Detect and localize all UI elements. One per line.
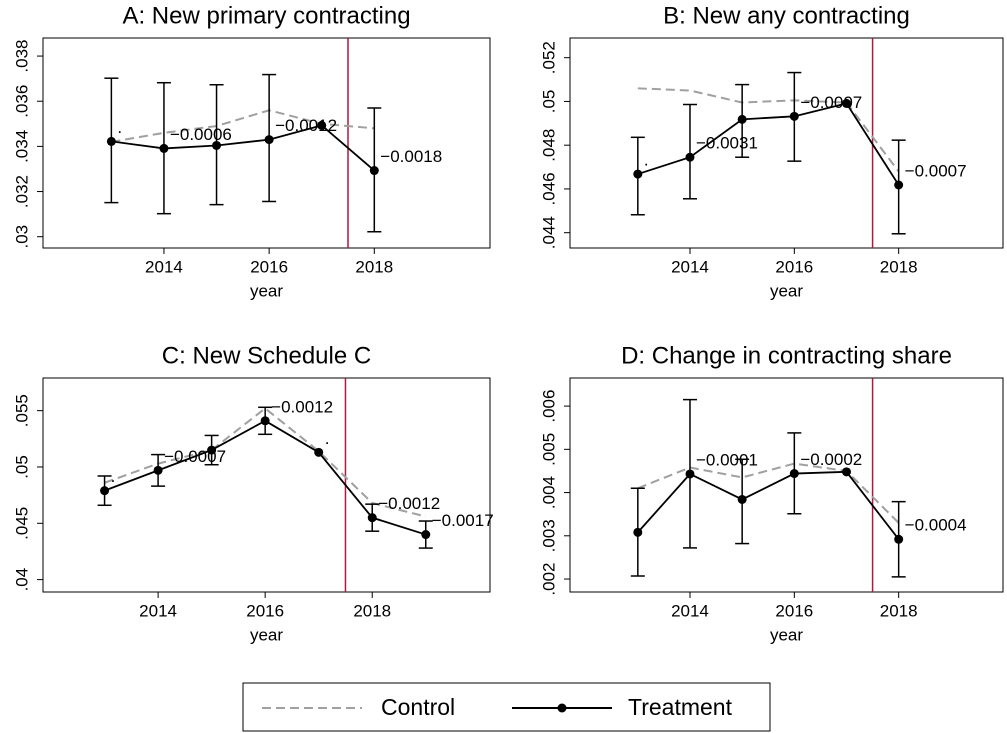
point xyxy=(153,465,163,475)
point xyxy=(314,447,324,457)
series-line xyxy=(637,462,900,524)
y-tick-label: .034 xyxy=(12,130,31,163)
y-tick-label: .046 xyxy=(539,172,558,205)
point xyxy=(789,111,799,121)
point xyxy=(737,494,747,504)
point xyxy=(159,143,169,153)
y-tick-label: .038 xyxy=(12,40,31,73)
point xyxy=(100,486,110,496)
y-tick-label: .005 xyxy=(539,433,558,466)
point xyxy=(421,530,431,540)
point-label: −0.0004 xyxy=(905,516,967,535)
legend-label: Control xyxy=(381,694,455,720)
series-line xyxy=(637,87,900,173)
x-tick-label: 2018 xyxy=(880,601,918,620)
point xyxy=(369,166,379,176)
point xyxy=(633,527,643,537)
x-axis-label: year xyxy=(250,281,283,300)
point xyxy=(894,180,904,190)
legend-marker xyxy=(557,703,567,713)
y-tick-label: .006 xyxy=(539,390,558,423)
x-tick-label: 2014 xyxy=(139,601,177,620)
y-tick-label: .048 xyxy=(539,129,558,162)
point-label: −0.0012 xyxy=(378,494,440,513)
x-tick-label: 2014 xyxy=(671,257,709,276)
point xyxy=(207,445,217,455)
legend-box xyxy=(242,682,771,732)
y-tick-label: .002 xyxy=(539,562,558,595)
point xyxy=(317,120,327,130)
legend-label: Treatment xyxy=(628,694,733,720)
x-tick-label: 2016 xyxy=(775,257,813,276)
y-tick-label: .045 xyxy=(12,507,31,540)
x-tick-label: 2014 xyxy=(671,601,709,620)
x-axis-label: year xyxy=(770,281,803,300)
panel-title: A: New primary contracting xyxy=(122,2,410,29)
y-tick-label: .044 xyxy=(539,216,558,249)
x-tick-label: 2018 xyxy=(355,257,393,276)
y-tick-label: .003 xyxy=(539,519,558,552)
point xyxy=(367,513,377,523)
point-label: . xyxy=(644,151,649,170)
point xyxy=(260,416,270,426)
point xyxy=(685,152,695,162)
point-label: −0.0018 xyxy=(380,147,442,166)
x-tick-label: 2016 xyxy=(250,257,288,276)
point xyxy=(106,136,116,146)
point xyxy=(633,169,643,179)
point xyxy=(685,469,695,479)
point-label: −0.0007 xyxy=(164,447,226,466)
series-line xyxy=(637,102,900,186)
y-tick-label: .03 xyxy=(12,225,31,249)
y-tick-label: .05 xyxy=(12,455,31,479)
point-label: −0.0007 xyxy=(905,161,967,180)
point xyxy=(841,98,851,108)
y-tick-label: .032 xyxy=(12,175,31,208)
y-tick-label: .052 xyxy=(539,41,558,74)
x-tick-label: 2016 xyxy=(775,601,813,620)
point xyxy=(737,114,747,124)
x-tick-label: 2014 xyxy=(145,257,183,276)
point-label: −0.0031 xyxy=(696,134,758,153)
series-line xyxy=(104,419,427,536)
point-label: −0.0001 xyxy=(696,450,758,469)
x-axis-label: year xyxy=(770,625,803,644)
point-label: −0.0006 xyxy=(170,125,232,144)
point-label: . xyxy=(111,467,116,486)
y-tick-label: .036 xyxy=(12,85,31,118)
series-line xyxy=(111,109,375,143)
panel-title: C: New Schedule C xyxy=(162,342,371,369)
error-bar xyxy=(682,103,697,200)
point xyxy=(264,135,274,145)
point xyxy=(841,467,851,477)
point-label: . xyxy=(117,118,122,137)
point-label: −0.0012 xyxy=(271,397,333,416)
point xyxy=(789,469,799,479)
point-label: −0.0017 xyxy=(432,511,494,530)
x-tick-label: 2018 xyxy=(880,257,918,276)
plot-frame xyxy=(42,37,491,249)
plot-frame xyxy=(569,37,1004,249)
x-tick-label: 2016 xyxy=(246,601,284,620)
panel-title: D: Change in contracting share xyxy=(621,342,952,369)
point-label: −0.0007 xyxy=(800,93,862,112)
point-label: −0.0002 xyxy=(800,450,862,469)
series-line xyxy=(111,124,375,172)
series-line xyxy=(637,470,900,540)
plot-frame xyxy=(42,377,491,593)
plot-frame xyxy=(569,377,1004,593)
point-label: . xyxy=(325,429,330,448)
point xyxy=(894,534,904,544)
y-tick-label: .04 xyxy=(12,568,31,592)
panel-title: B: New any contracting xyxy=(663,2,910,29)
y-tick-label: .004 xyxy=(539,476,558,509)
y-tick-label: .05 xyxy=(539,90,558,114)
x-axis-label: year xyxy=(250,625,283,644)
y-tick-label: .055 xyxy=(12,394,31,427)
x-tick-label: 2018 xyxy=(353,601,391,620)
point xyxy=(212,140,222,150)
point-label: −0.0012 xyxy=(275,116,337,135)
